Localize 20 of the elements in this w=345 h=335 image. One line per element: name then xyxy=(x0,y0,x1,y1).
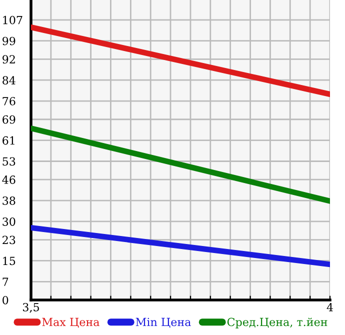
legend-label: Max Цена xyxy=(42,318,100,328)
y-tick-label: 30 xyxy=(2,217,16,226)
y-tick-label: 84 xyxy=(2,76,16,84)
legend-label: Min Цена xyxy=(136,318,191,328)
y-tick-label: 107 xyxy=(3,16,22,24)
y-tick-label: 46 xyxy=(2,176,16,184)
y-tick-label: 76 xyxy=(2,97,16,106)
y-tick-label: 53 xyxy=(2,157,16,166)
x-tick-label: 4 xyxy=(326,302,333,312)
y-tick-label: 23 xyxy=(2,236,16,244)
y-tick-label: 99 xyxy=(2,36,16,46)
y-tick-label: 92 xyxy=(2,55,15,64)
legend-label: Сред.Цена, т.йен xyxy=(227,318,328,328)
y-tick-label: 38 xyxy=(2,196,16,205)
y-tick-label: 69 xyxy=(2,115,16,124)
y-tick-label: 61 xyxy=(2,136,14,145)
y-tick-label: 15 xyxy=(3,256,16,266)
y-tick-label: 0 xyxy=(2,296,8,304)
y-tick-label: 7 xyxy=(2,278,8,286)
x-tick-label: 3,5 xyxy=(23,302,39,313)
